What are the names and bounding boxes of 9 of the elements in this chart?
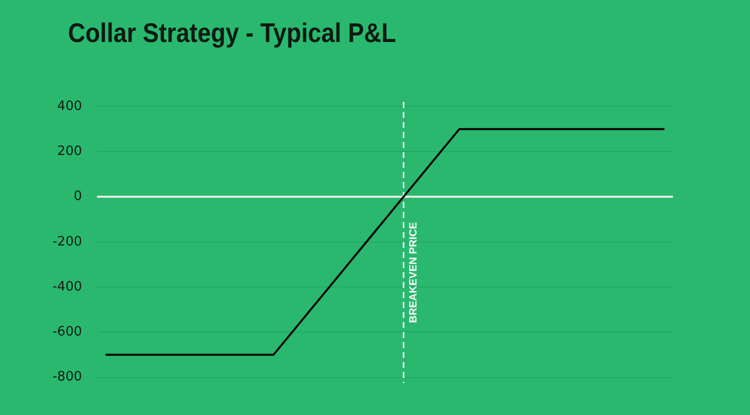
y-tick-label: 400 — [57, 98, 82, 114]
y-tick-label: 200 — [57, 144, 82, 160]
y-tick-label: -400 — [52, 279, 82, 294]
chart-title: Collar Strategy - Typical P&L — [68, 18, 396, 49]
y-tick-label: 0 — [74, 189, 82, 204]
y-tick-label: -800 — [52, 370, 82, 385]
y-tick-label: -200 — [52, 234, 82, 250]
y-tick-label: -600 — [52, 324, 82, 340]
annotation: BREAKEVEN PRICE — [407, 222, 420, 323]
